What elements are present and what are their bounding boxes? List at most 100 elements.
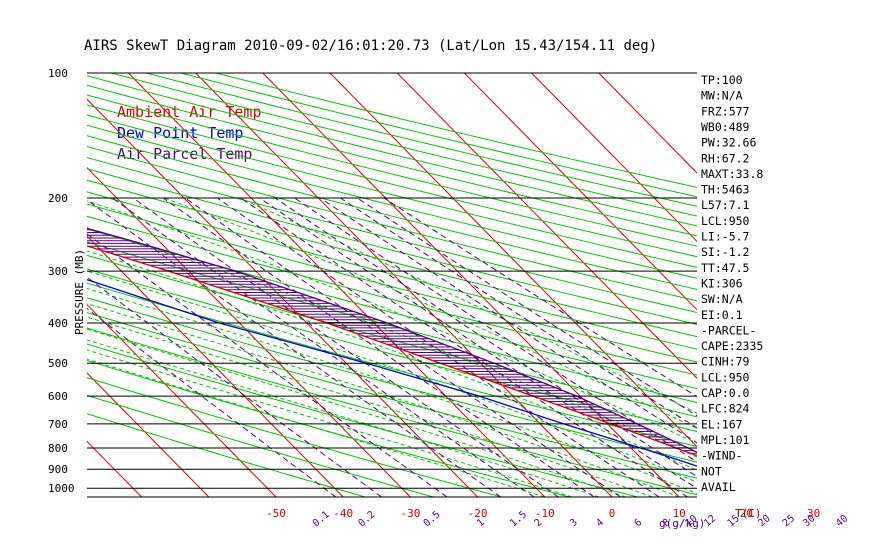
moist-adiabat-line <box>87 287 697 494</box>
index-item: CAPE:2335 <box>701 339 763 353</box>
dry-adiabat-line <box>87 215 697 376</box>
series-ambient-air-temp <box>87 245 697 457</box>
mixing-ratio-line <box>217 197 660 497</box>
moist-adiabat-line <box>87 270 697 483</box>
index-item: SW:N/A <box>701 292 743 306</box>
index-item: MW:N/A <box>701 89 743 103</box>
index-item: MAXT:33.8 <box>701 167 763 181</box>
pressure-tick-label: 700 <box>48 418 68 431</box>
mixing-ratio-line <box>184 197 621 497</box>
dry-adiabat-line <box>87 94 697 247</box>
dry-adiabat-line <box>87 394 434 497</box>
index-item: WB0:489 <box>701 120 750 134</box>
index-item: LCL:950 <box>701 370 750 384</box>
plot-area <box>87 73 697 497</box>
dry-adiabat-line <box>87 282 697 448</box>
dry-adiabat-line <box>87 114 697 268</box>
moist-adiabat-line <box>87 303 680 497</box>
dry-adiabat-line <box>87 179 697 338</box>
mixing-ratio-line <box>112 197 535 497</box>
index-item: EI:0.1 <box>701 308 743 322</box>
mixing-ratio-tick-label: 8 <box>661 517 673 529</box>
moist-adiabat-line <box>164 197 697 430</box>
index-item: LFC:824 <box>701 402 750 416</box>
index-item: FRZ:577 <box>701 104 750 118</box>
bottom-temp-tick-label: -20 <box>468 507 488 520</box>
dry-adiabat-line <box>215 73 697 188</box>
mixing-ratio-tick-label: 0.5 <box>422 509 443 529</box>
moist-adiabat-line <box>87 316 653 497</box>
mixing-ratio-tick-label: 1.5 <box>508 509 529 529</box>
isotherm-line <box>464 73 697 311</box>
pressure-tick-label: 200 <box>48 192 68 205</box>
pressure-tick-label: 1000 <box>48 482 75 495</box>
mixing-ratio-tick-label: 1 <box>475 517 487 529</box>
isotherm-line <box>598 73 697 174</box>
index-item: KI:306 <box>701 277 743 291</box>
mixing-ratio-tick-label: 25 <box>781 513 797 529</box>
dry-adiabat-line <box>87 104 697 258</box>
bottom-temp-tick-label: -10 <box>535 507 555 520</box>
isotherm-line <box>87 303 277 497</box>
index-item: -PARCEL- <box>701 323 756 337</box>
pressure-tick-label: 300 <box>48 265 68 278</box>
mixing-ratio-line <box>87 307 336 497</box>
index-item: CAP:0.0 <box>701 386 750 400</box>
index-item: L57:7.1 <box>701 198 750 212</box>
index-item: SI:-1.2 <box>701 245 749 259</box>
dry-adiabat-line <box>87 156 697 313</box>
pressure-tick-label: 800 <box>48 442 68 455</box>
index-item: CINH:79 <box>701 355 750 369</box>
mixing-ratio-line <box>319 197 697 444</box>
pressure-tick-label: 400 <box>48 317 68 330</box>
pressure-tick-label: 500 <box>48 357 68 370</box>
moist-adiabat-line <box>87 358 545 497</box>
bottom-temp-tick-label: -50 <box>266 507 286 520</box>
moist-adiabat-line <box>87 227 697 458</box>
y-axis-label: PRESSURE (MB) <box>73 249 86 335</box>
pressure-tick-label: 100 <box>48 67 68 80</box>
isotherm-line <box>329 73 697 448</box>
series-air-parcel-temp <box>87 227 697 453</box>
x-axis-label: T(C) <box>735 507 762 520</box>
isotherm-line <box>531 73 697 243</box>
dry-adiabat-line <box>87 312 697 479</box>
mixing-ratio-tick-label: 0.1 <box>311 509 332 529</box>
index-item: PW:32.66 <box>701 136 756 150</box>
dry-adiabat-line <box>87 377 502 497</box>
pressure-tick-label: 900 <box>48 463 68 476</box>
index-item: TH:5463 <box>701 183 750 197</box>
index-item: NOT <box>701 464 722 478</box>
index-item: LI:-5.7 <box>701 230 750 244</box>
index-item: EL:167 <box>701 417 743 431</box>
dry-adiabat-line <box>87 327 697 496</box>
mixing-ratio-line <box>87 276 382 497</box>
isotherm-line <box>87 98 478 497</box>
moist-adiabat-line <box>238 197 697 414</box>
index-item: MPL:101 <box>701 433 750 447</box>
mixing-ratio-tick-label: 0.2 <box>356 509 377 529</box>
mixing-ratio-line <box>383 197 697 398</box>
mixing-ratio-line <box>132 197 559 497</box>
bottom-temp-tick-label: -30 <box>400 507 420 520</box>
dry-adiabat-line <box>87 135 697 290</box>
dry-adiabat-line <box>87 124 697 279</box>
series-dew-point-temp <box>87 278 697 467</box>
moist-adiabat-line <box>87 339 599 497</box>
bottom-temp-tick-label: 0 <box>609 507 616 520</box>
mixing-ratio-tick-label: 3 <box>568 517 580 529</box>
mixing-ratio-tick-label: 2 <box>533 517 545 529</box>
index-item: TP:100 <box>701 73 743 87</box>
index-item: LCL:950 <box>701 214 750 228</box>
legend-dew-point-temp: Dew Point Temp <box>117 124 243 142</box>
index-item: AVAIL <box>701 480 736 494</box>
legend-air-parcel-temp: Air Parcel Temp <box>117 145 252 163</box>
chart-title: AIRS SkewT Diagram 2010-09-02/16:01:20.7… <box>84 38 657 54</box>
dry-adiabat-line <box>87 191 697 350</box>
mixing-ratio-line <box>240 197 688 497</box>
moist-adiabat-line <box>87 250 697 471</box>
moist-adiabat-line <box>87 200 697 444</box>
bottom-temp-tick-label: -40 <box>333 507 353 520</box>
